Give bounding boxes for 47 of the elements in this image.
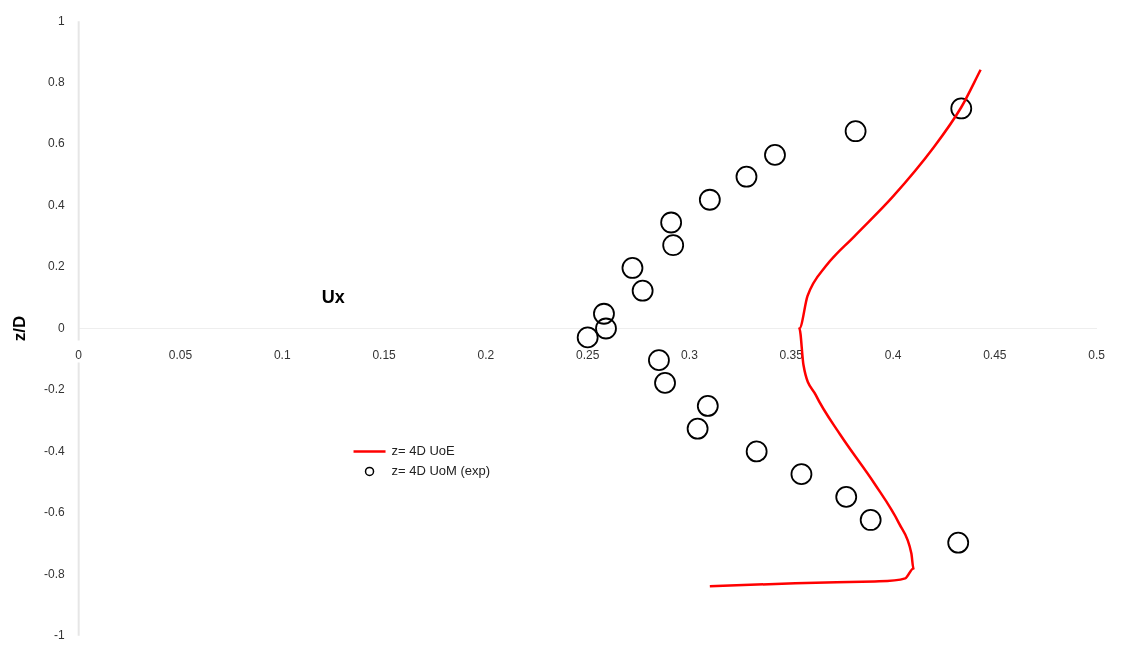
y-tick-label: 1	[57, 13, 65, 28]
point	[648, 349, 670, 372]
point	[950, 97, 973, 120]
point	[576, 326, 599, 349]
legend-label: z= 4D UoE	[391, 443, 456, 458]
point	[595, 317, 617, 340]
x-tick-label: 0.4	[884, 348, 902, 363]
point	[947, 531, 970, 554]
x-tick-label: 0.3	[681, 348, 699, 363]
x-tick-label: 0.1	[273, 348, 291, 363]
point	[835, 486, 858, 508]
point	[686, 417, 709, 440]
point	[844, 120, 867, 143]
x-tick-label: 0	[75, 348, 83, 363]
y-tick-label: -0.2	[43, 382, 65, 397]
x-tick-label: 0.25	[575, 348, 600, 363]
point	[593, 302, 615, 325]
point	[654, 371, 676, 394]
point	[859, 509, 882, 531]
x-tick-label: 0.15	[372, 348, 397, 363]
point	[631, 279, 654, 302]
point	[735, 165, 758, 188]
point	[698, 188, 721, 211]
point	[790, 463, 813, 486]
x-tick-label: 0.2	[477, 348, 495, 363]
y-tick-label: -1	[54, 628, 65, 643]
x-axis-title: Ux	[321, 286, 345, 307]
legend-label: z= 4D UoM (exp)	[391, 463, 491, 478]
x-tick-label: 0.45	[983, 348, 1007, 363]
y-tick-label: 0.8	[47, 74, 65, 89]
y-tick-label: 0.2	[47, 259, 65, 274]
y-tick-label: 0	[57, 320, 65, 335]
line-series	[708, 68, 982, 588]
y-tick-label: 0.6	[47, 136, 65, 151]
point	[662, 234, 685, 257]
x-tick-label: 0.5	[1088, 348, 1106, 363]
point	[745, 440, 768, 463]
y-tick-label: -0.8	[43, 566, 65, 581]
y-tick-label: 0.4	[47, 197, 65, 212]
y-tick-label: -0.4	[43, 443, 65, 458]
point	[696, 395, 719, 417]
point	[764, 143, 786, 166]
y-tick-label: -0.6	[43, 505, 65, 520]
y-axis-title: z/D	[9, 315, 29, 342]
point	[660, 211, 683, 234]
x-tick-label: 0.05	[168, 348, 193, 363]
point	[621, 257, 644, 279]
